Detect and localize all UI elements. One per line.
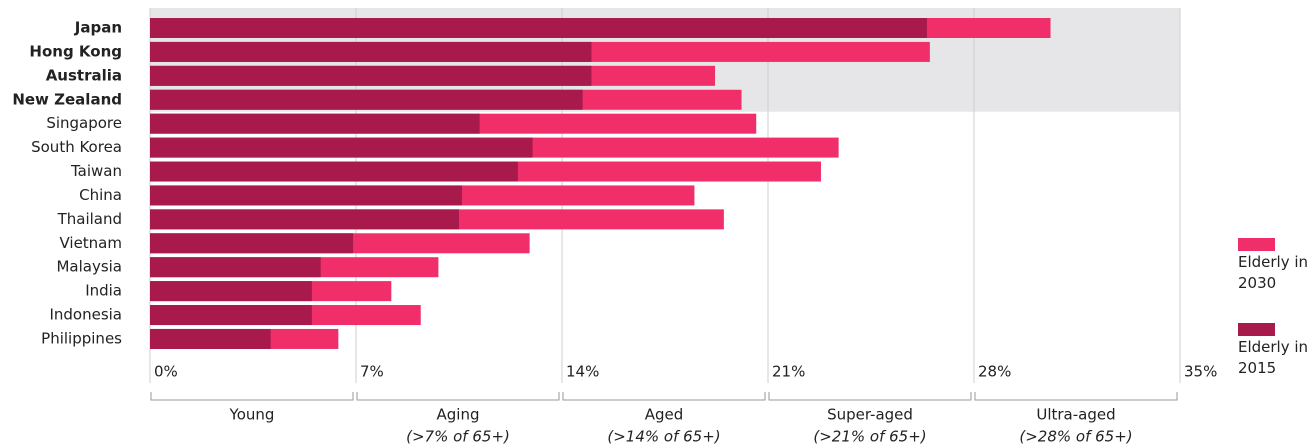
category-label: Japan xyxy=(74,19,122,37)
bar xyxy=(150,257,321,278)
category-label: Singapore xyxy=(46,114,122,132)
bar xyxy=(150,65,592,86)
zone-label: Young xyxy=(229,406,275,424)
legend-label: Elderly in 2030 xyxy=(1238,253,1309,292)
category-label: Vietnam xyxy=(59,234,122,252)
category-label: Philippines xyxy=(41,329,122,347)
bar xyxy=(150,161,518,182)
bar xyxy=(150,233,354,254)
bar xyxy=(150,305,312,326)
bar xyxy=(150,113,480,134)
zone-label: Aging xyxy=(437,406,480,424)
zone-label: Super-aged xyxy=(827,406,913,424)
category-label: Hong Kong xyxy=(29,42,122,60)
x-tick-label: 28% xyxy=(978,363,1011,381)
zone-note: (>7% of 65+) xyxy=(406,428,510,446)
zone-bracket xyxy=(768,392,972,401)
zone-label: Ultra-aged xyxy=(1036,406,1115,424)
zone-bracket xyxy=(562,392,766,401)
category-label: South Korea xyxy=(31,138,122,156)
zone-bracket xyxy=(974,392,1178,401)
zone-bracket xyxy=(150,392,354,401)
category-label: New Zealand xyxy=(12,90,122,108)
bar xyxy=(150,137,533,158)
x-tick-label: 21% xyxy=(772,363,805,381)
category-label: Thailand xyxy=(57,210,122,228)
zone-note: (>21% of 65+) xyxy=(813,428,926,446)
bar xyxy=(150,281,312,302)
zone-note: (>28% of 65+) xyxy=(1019,428,1132,446)
category-label: Australia xyxy=(46,66,122,84)
category-label: India xyxy=(85,282,122,300)
bar xyxy=(150,18,927,38)
bar xyxy=(150,41,592,62)
bar xyxy=(150,89,583,110)
category-label: Indonesia xyxy=(49,306,122,324)
x-tick-label: 35% xyxy=(1184,363,1217,381)
category-label: Taiwan xyxy=(70,162,122,180)
legend-label: Elderly in 2015 xyxy=(1238,338,1309,377)
x-tick-label: 7% xyxy=(360,363,384,381)
zone-bracket xyxy=(356,392,560,401)
bar xyxy=(150,328,271,349)
x-tick-label: 14% xyxy=(566,363,599,381)
zone-note: (>14% of 65+) xyxy=(607,428,720,446)
category-label: China xyxy=(79,186,122,204)
bar xyxy=(150,185,462,206)
legend-swatch xyxy=(1238,238,1275,251)
category-label: Malaysia xyxy=(56,258,122,276)
bar xyxy=(150,209,459,230)
legend-swatch xyxy=(1238,323,1275,336)
x-tick-label: 0% xyxy=(154,363,178,381)
zone-label: Aged xyxy=(645,406,684,424)
